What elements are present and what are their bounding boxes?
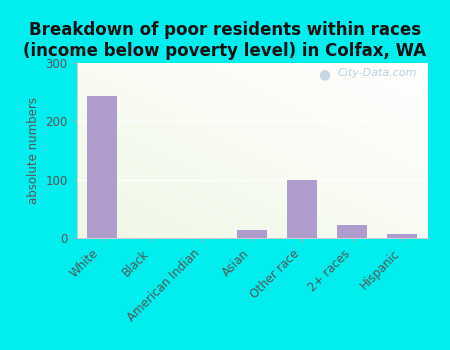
Text: ●: ● [319,67,331,82]
Bar [387,234,418,238]
Bar [237,230,267,238]
Bar [86,96,117,238]
Text: City-Data.com: City-Data.com [338,68,417,78]
Bar [287,180,317,238]
Text: Breakdown of poor residents within races
(income below poverty level) in Colfax,: Breakdown of poor residents within races… [23,21,427,60]
Y-axis label: absolute numbers: absolute numbers [27,97,40,204]
Bar [337,225,367,238]
